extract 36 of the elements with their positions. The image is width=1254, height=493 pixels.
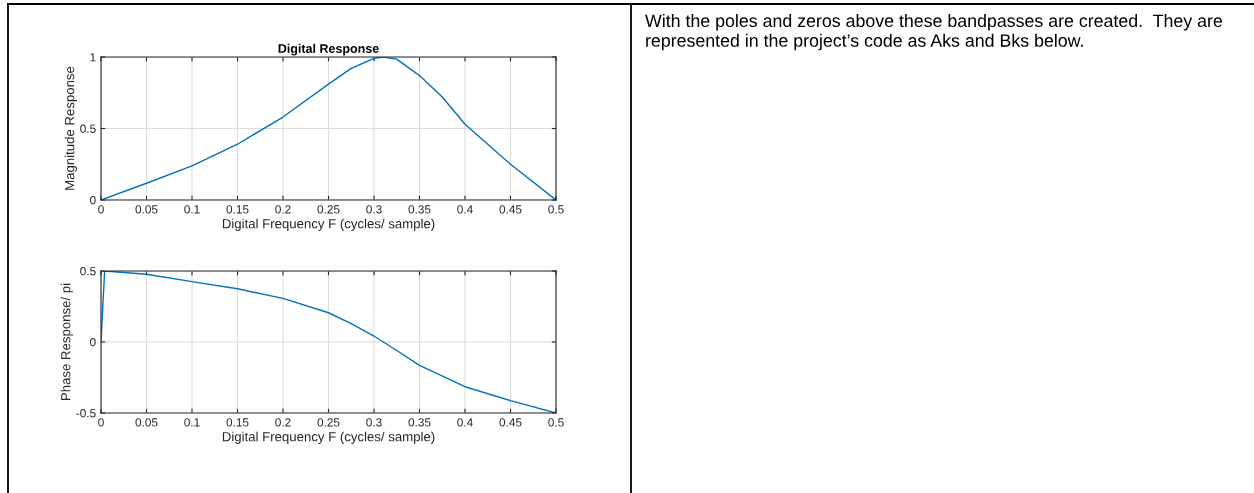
x-tick-label: 0.35 bbox=[408, 205, 431, 214]
x-tick-label: 0.5 bbox=[548, 205, 564, 214]
x-tick-label: 0.35 bbox=[408, 418, 431, 427]
x-tick-label: 0.05 bbox=[135, 205, 158, 214]
x-tick-label: 0.3 bbox=[366, 418, 382, 427]
x-tick-label: 0.3 bbox=[366, 205, 382, 214]
x-tick-label: 0.25 bbox=[317, 418, 340, 427]
x-axis-title: Digital Frequency F (cycles/ sample) bbox=[222, 218, 435, 231]
x-tick-label: 0.45 bbox=[499, 418, 522, 427]
x-tick-label: 0.45 bbox=[499, 205, 522, 214]
chart-title: Digital Response bbox=[278, 43, 379, 56]
x-tick-label: 0 bbox=[98, 418, 104, 427]
y-tick-label: 1 bbox=[90, 53, 96, 62]
x-tick-label: 0.1 bbox=[184, 205, 200, 214]
x-tick-label: 0.15 bbox=[226, 418, 249, 427]
line-series bbox=[101, 271, 556, 413]
line-series bbox=[101, 57, 556, 200]
y-tick-label: 0.5 bbox=[80, 124, 96, 133]
x-tick-label: 0.4 bbox=[457, 418, 473, 427]
x-tick-label: 0.1 bbox=[184, 418, 200, 427]
x-tick-label: 0.2 bbox=[275, 418, 291, 427]
x-axis-title: Digital Frequency F (cycles/ sample) bbox=[222, 431, 435, 444]
x-tick-label: 0.15 bbox=[226, 205, 249, 214]
x-tick-label: 0.2 bbox=[275, 205, 291, 214]
y-axis-title: Magnitude Response bbox=[64, 66, 77, 190]
y-tick-label: 0 bbox=[90, 338, 96, 347]
y-tick-label: 0 bbox=[90, 196, 96, 205]
x-tick-label: 0.25 bbox=[317, 205, 340, 214]
text: With the poles and zeros above these bandpasses are created. They are represented in the project’s code as Aks and Bks below. bbox=[645, 14, 1223, 51]
y-tick-label: 0.5 bbox=[80, 267, 96, 276]
x-tick-label: 0.05 bbox=[135, 418, 158, 427]
y-axis-title: Phase Response/ pi bbox=[60, 283, 74, 400]
x-tick-label: 0 bbox=[98, 205, 104, 214]
x-tick-label: 0.5 bbox=[548, 418, 564, 427]
y-tick-label: -0.5 bbox=[76, 409, 96, 418]
x-tick-label: 0.4 bbox=[457, 205, 473, 214]
